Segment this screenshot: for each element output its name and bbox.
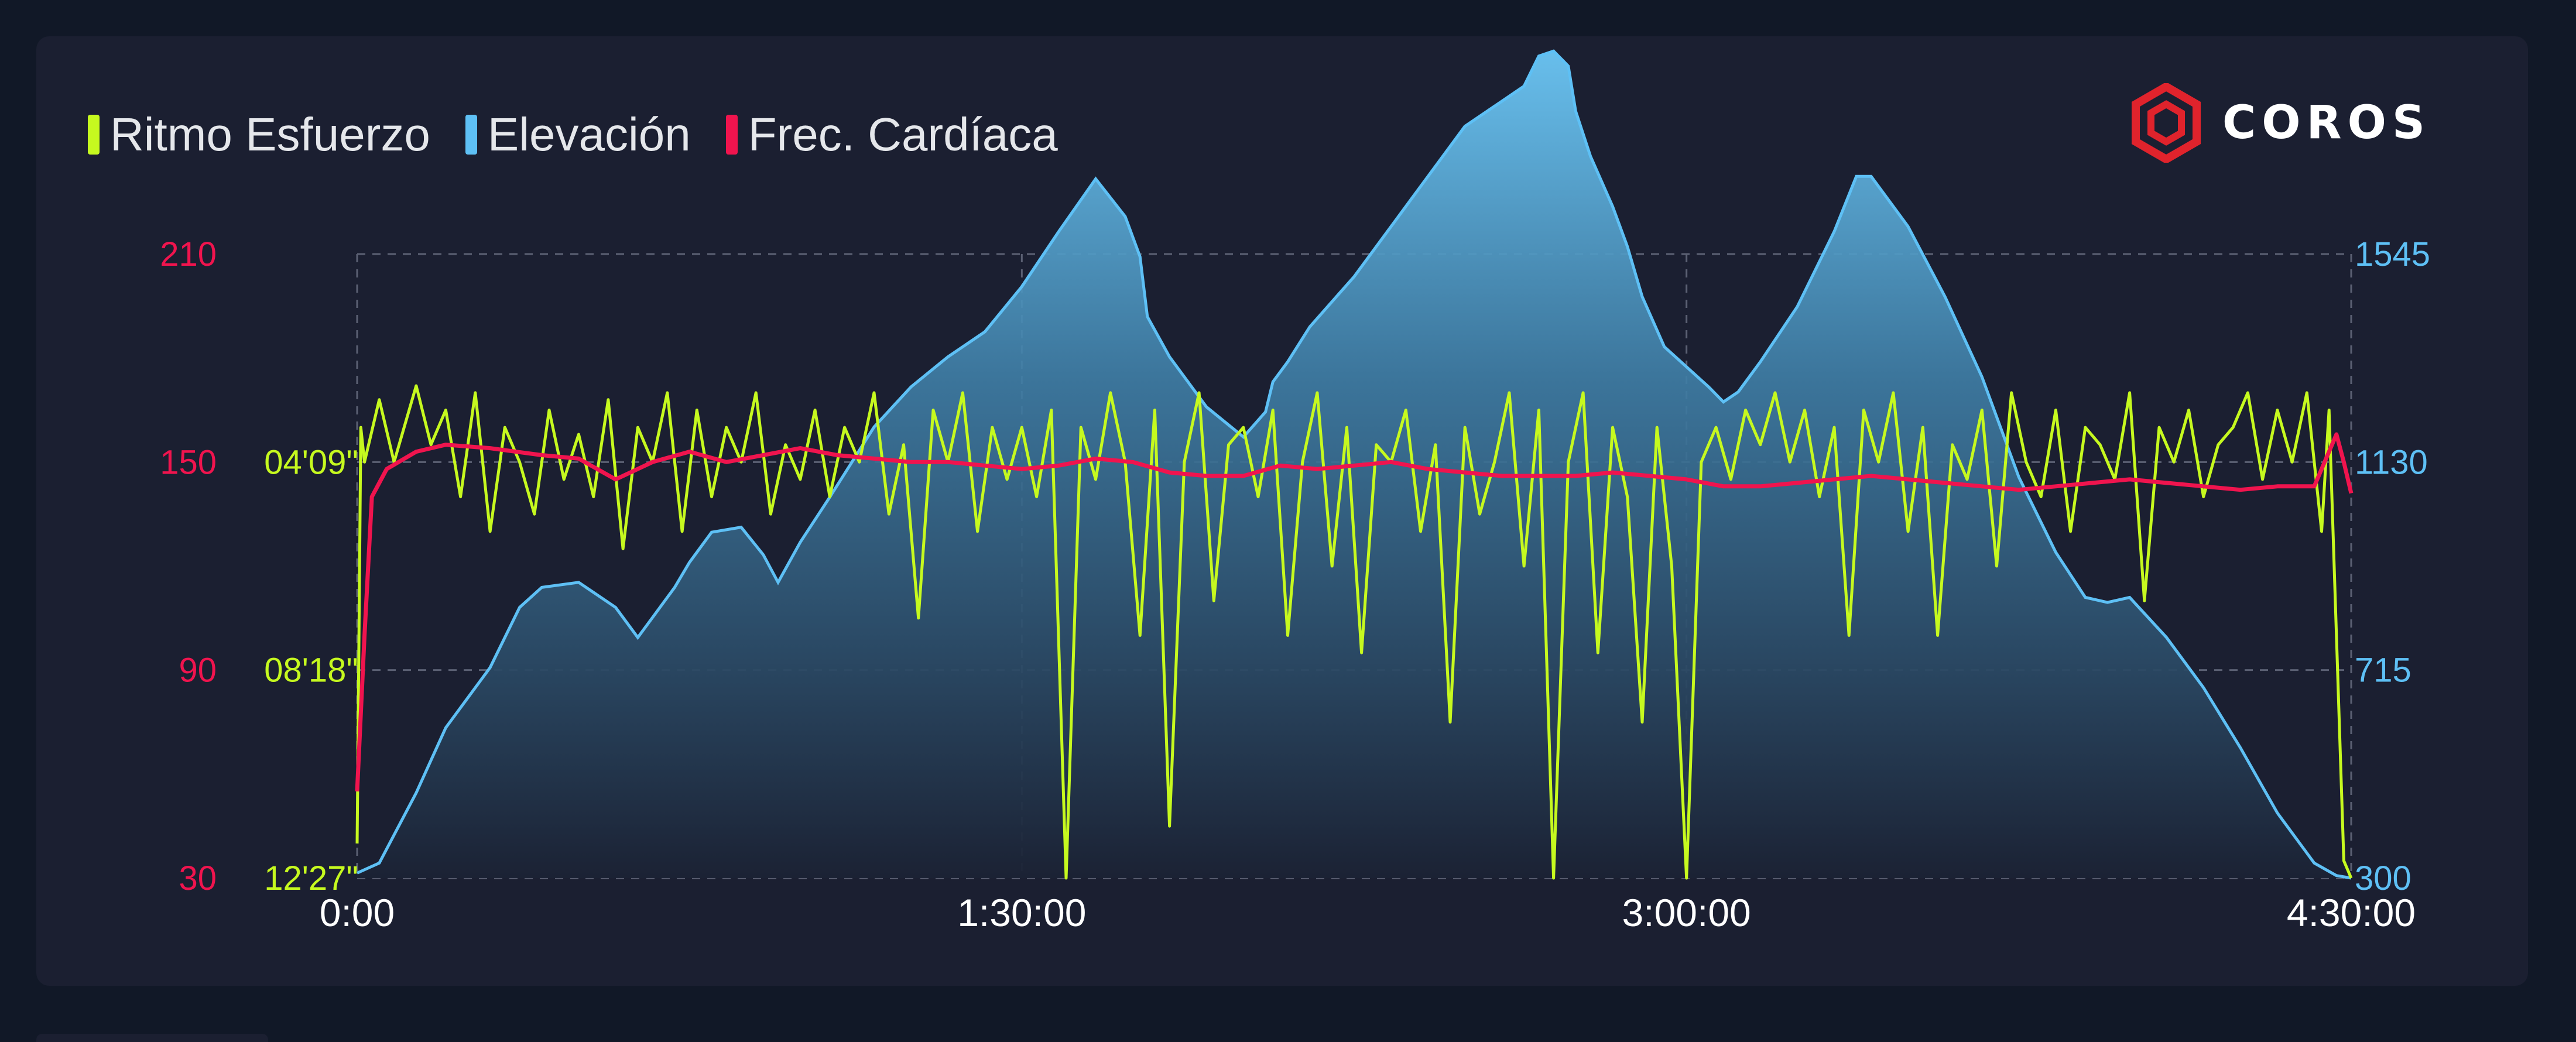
pace-axis-tick: 12'27" [264,859,358,897]
legend-swatch-pace [88,115,100,155]
bottom-tab [36,1034,268,1042]
hr-axis-tick: 210 [160,235,217,273]
pace-series [355,384,2353,880]
coros-logo: COROS [2131,83,2431,163]
heart-rate-line [355,432,2354,792]
chart-legend: Ritmo Esfuerzo Elevación Frec. Cardíaca [88,111,1058,158]
elevation-axis-tick: 1130 [2355,443,2428,481]
legend-swatch-elevation [465,115,477,155]
pace-line [355,384,2353,880]
legend-swatch-heart-rate [725,115,738,155]
hr-axis-tick: 150 [160,443,217,481]
legend-label-elevation: Elevación [487,108,691,160]
legend-item-pace[interactable]: Ritmo Esfuerzo [88,111,430,158]
x-axis-tick: 4:30:00 [2287,891,2416,934]
x-axis-tick: 3:00:00 [1622,891,1751,934]
hr-axis-tick: 90 [179,652,217,690]
pace-axis-tick: 04'09" [264,443,358,481]
legend-item-elevation[interactable]: Elevación [465,111,691,158]
x-axis-tick: 1:30:00 [957,891,1086,934]
legend-item-heart-rate[interactable]: Frec. Cardíaca [725,108,1058,160]
elevation-line [356,49,2352,880]
pace-axis-tick: 08'18" [264,652,358,690]
x-axis-tick: 0:00 [320,891,395,934]
legend-label-heart-rate: Frec. Cardíaca [748,108,1058,160]
heart-rate-series [355,432,2354,792]
coros-hexagon-logo-icon [2132,83,2201,163]
elevation-axis-tick: 715 [2355,652,2411,690]
hr-axis-tick: 30 [179,859,217,897]
elevation-axis-tick: 1545 [2355,235,2430,273]
logo-wordmark: COROS [2222,97,2431,149]
elevation-axis-tick: 300 [2355,859,2411,897]
legend-label-pace: Ritmo Esfuerzo [110,108,430,160]
axis-ticks: 210 150 90 30 12'27" 08'18" 04'09" 1545 1130 715 3… [160,235,2430,934]
